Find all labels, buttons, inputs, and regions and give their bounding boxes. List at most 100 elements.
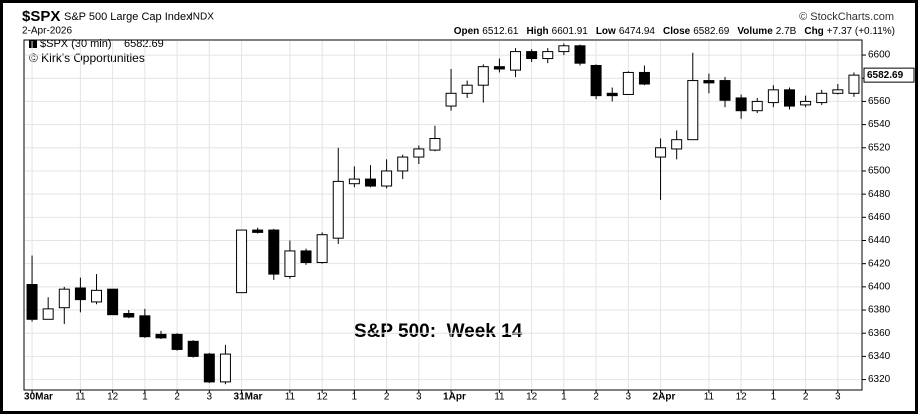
y-tick-label: 6420 bbox=[868, 258, 891, 269]
candle-body bbox=[268, 229, 280, 275]
x-tick-label: 1 bbox=[561, 392, 567, 403]
candle-body bbox=[477, 66, 489, 86]
date: 2-Apr-2026 bbox=[22, 26, 72, 37]
x-tick-label: 31Mar bbox=[234, 392, 263, 403]
candle-body bbox=[590, 64, 602, 97]
stat-label: Close bbox=[663, 26, 691, 37]
candle-body bbox=[703, 80, 715, 84]
subtitle: S&P 500 Large Cap Index bbox=[64, 11, 192, 23]
candle-body bbox=[332, 180, 344, 239]
last-price-label: 6582.69 bbox=[867, 70, 904, 81]
x-tick-label: 1 bbox=[142, 392, 148, 403]
candle-body bbox=[236, 229, 248, 294]
stat-label: High bbox=[526, 26, 548, 37]
candle-body bbox=[606, 92, 618, 97]
x-tick-label: 11 bbox=[75, 392, 86, 403]
candle-body bbox=[526, 51, 538, 60]
stat-value: 6601.91 bbox=[552, 26, 589, 37]
exchange: INDX bbox=[190, 12, 214, 23]
x-tick-label: 12 bbox=[526, 392, 538, 403]
y-tick-label: 6540 bbox=[868, 119, 891, 130]
candle-body bbox=[26, 284, 38, 320]
candle-body bbox=[187, 340, 199, 357]
candle-body bbox=[219, 353, 231, 383]
legend-label: $SPX (30 min) bbox=[40, 38, 112, 50]
x-tick-label: 2 bbox=[593, 392, 599, 403]
y-tick-label: 6440 bbox=[868, 235, 891, 246]
y-tick-label: 6320 bbox=[868, 374, 891, 385]
stat-label: Open bbox=[454, 26, 480, 37]
candle-body bbox=[155, 333, 167, 339]
candle-body bbox=[735, 97, 747, 112]
candle-body bbox=[783, 89, 795, 107]
x-tick-label: 2 bbox=[174, 392, 180, 403]
candle-body bbox=[284, 250, 296, 277]
x-tick-label: 11 bbox=[704, 392, 715, 403]
candle-body bbox=[300, 250, 312, 264]
last-price-box bbox=[863, 67, 915, 83]
candle-body bbox=[74, 287, 86, 301]
candle-body bbox=[687, 80, 699, 141]
candle-body bbox=[91, 289, 103, 303]
candle-body bbox=[848, 74, 860, 94]
candle-body bbox=[348, 178, 360, 185]
plot-area bbox=[23, 39, 863, 391]
candle-body bbox=[445, 92, 457, 107]
candle-body bbox=[510, 51, 522, 71]
candle-body bbox=[123, 313, 135, 318]
candle-body bbox=[800, 100, 812, 106]
y-tick-label: 6380 bbox=[868, 305, 891, 316]
candle-body bbox=[719, 80, 731, 101]
candle-body bbox=[413, 148, 425, 158]
x-tick-label: 1 bbox=[352, 392, 358, 403]
stat-value: +7.37 (+0.11%) bbox=[827, 26, 895, 37]
x-tick-label: 3 bbox=[207, 392, 213, 403]
symbol: $SPX bbox=[22, 8, 60, 25]
x-tick-label: 12 bbox=[107, 392, 119, 403]
candle-body bbox=[816, 92, 828, 104]
stat-value: 6474.94 bbox=[619, 26, 656, 37]
x-tick-label: 3 bbox=[626, 392, 632, 403]
x-tick-label: 2 bbox=[384, 392, 390, 403]
x-tick-label: 12 bbox=[736, 392, 748, 403]
source: © StockCharts.com bbox=[799, 11, 894, 23]
y-tick-label: 6460 bbox=[868, 212, 891, 223]
candle-body bbox=[171, 333, 183, 350]
x-tick-label: 12 bbox=[317, 392, 329, 403]
stat-label: Low bbox=[596, 26, 616, 37]
candle-body bbox=[574, 45, 586, 64]
candle-body bbox=[638, 71, 650, 85]
candle-body bbox=[316, 234, 328, 264]
y-tick-label: 6400 bbox=[868, 281, 891, 292]
annotation: S&P 500: Week 14 bbox=[354, 321, 523, 342]
credit: © Kirk's Opportunities bbox=[29, 51, 145, 65]
candle-body bbox=[381, 170, 393, 187]
candle-body bbox=[107, 288, 119, 316]
x-tick-label: 30Mar bbox=[24, 392, 53, 403]
y-tick-label: 6360 bbox=[868, 328, 891, 339]
candle-body bbox=[832, 89, 844, 94]
x-tick-label: 2 bbox=[803, 392, 809, 403]
stat-value: 6582.69 bbox=[693, 26, 730, 37]
stat-value: 6512.61 bbox=[482, 26, 519, 37]
x-tick-label: 3 bbox=[416, 392, 422, 403]
candle-body bbox=[751, 100, 763, 112]
x-tick-label: 1 bbox=[771, 392, 777, 403]
candle-body bbox=[58, 288, 70, 309]
candle-body bbox=[252, 229, 264, 233]
candle-body bbox=[558, 45, 570, 53]
y-tick-label: 6560 bbox=[868, 96, 891, 107]
stat-value: 2.7B bbox=[776, 26, 797, 37]
candle-body bbox=[622, 71, 634, 95]
candle-body bbox=[429, 138, 441, 151]
candle-body bbox=[461, 84, 473, 94]
stats: Open 6512.61 High 6601.91 Low 6474.94 Close 658… bbox=[454, 26, 895, 37]
x-tick-label: 11 bbox=[285, 392, 296, 403]
x-tick-label: 11 bbox=[494, 392, 505, 403]
stat-label: Volume bbox=[737, 26, 773, 37]
y-tick-label: 6500 bbox=[868, 166, 891, 177]
candle-body bbox=[655, 147, 667, 158]
candle-body bbox=[542, 51, 554, 60]
